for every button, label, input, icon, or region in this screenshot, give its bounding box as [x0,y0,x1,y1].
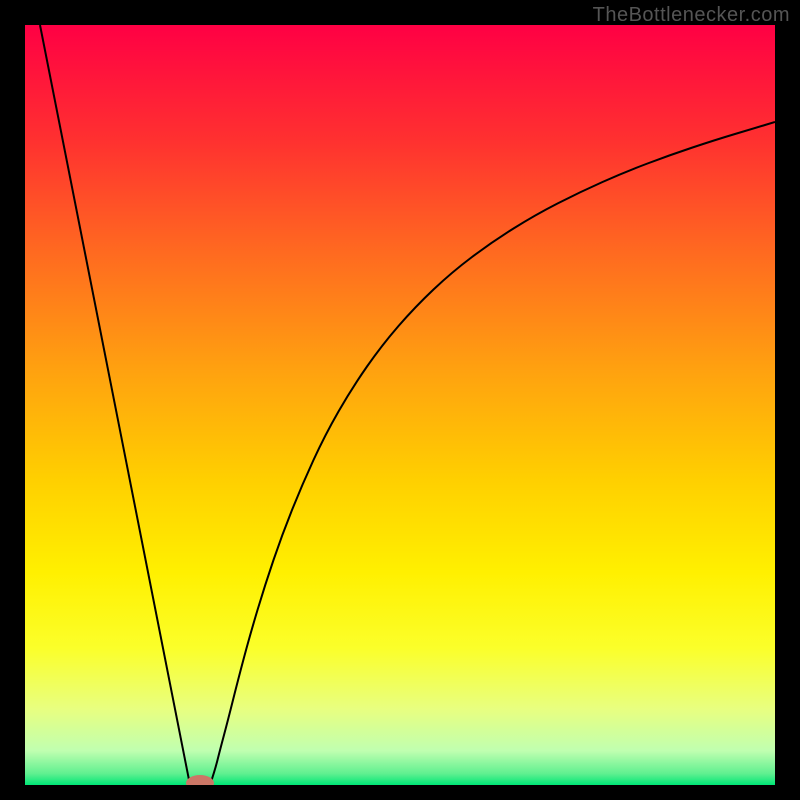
bottleneck-chart-svg [0,0,800,800]
watermark-text: TheBottlenecker.com [593,4,790,27]
chart-gradient-background [25,25,775,785]
